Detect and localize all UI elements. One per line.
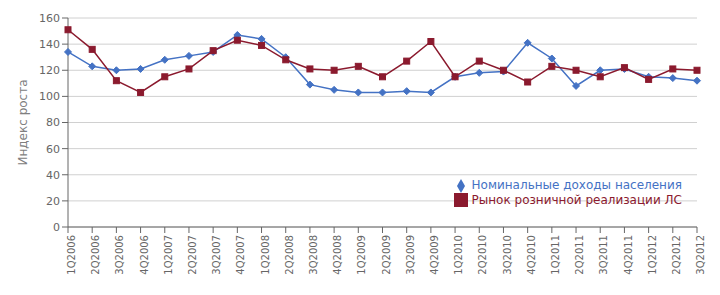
svg-text:3Q2011: 3Q2011 [598,235,609,275]
svg-text:1Q2008: 1Q2008 [260,235,271,275]
svg-text:1Q2007: 1Q2007 [163,235,174,275]
svg-text:120: 120 [39,64,60,77]
svg-text:4Q2007: 4Q2007 [235,235,246,275]
svg-text:80: 80 [46,116,60,129]
svg-text:4Q2011: 4Q2011 [623,235,634,275]
svg-text:40: 40 [46,169,60,182]
svg-text:160: 160 [39,12,60,25]
svg-text:2Q2011: 2Q2011 [574,235,585,275]
svg-text:1Q2010: 1Q2010 [453,235,464,275]
svg-text:1Q2011: 1Q2011 [550,235,561,275]
svg-text:20: 20 [46,195,60,208]
svg-text:60: 60 [46,143,60,156]
svg-text:2Q2009: 2Q2009 [381,235,392,275]
svg-text:100: 100 [39,90,60,103]
svg-text:2Q2010: 2Q2010 [477,235,488,275]
html-text:Номинальные доходы населения: Номинальные доходы населения [471,178,682,192]
svg-text:3Q2009: 3Q2009 [405,235,416,275]
svg-text:3Q2010: 3Q2010 [502,235,513,275]
svg-text:2Q2012: 2Q2012 [671,235,682,275]
svg-text:4Q2008: 4Q2008 [332,235,343,275]
svg-text:2Q2006: 2Q2006 [90,235,101,275]
svg-text:140: 140 [39,38,60,51]
svg-text:3Q2007: 3Q2007 [211,235,222,275]
svg-text:4Q2006: 4Q2006 [139,235,150,275]
svg-text:3Q2012: 3Q2012 [695,235,706,275]
svg-text:1Q2012: 1Q2012 [647,235,658,275]
svg-text:3Q2008: 3Q2008 [308,235,319,275]
svg-text:4Q2009: 4Q2009 [429,235,440,275]
svg-text:0: 0 [53,221,60,234]
svg-text:1Q2009: 1Q2009 [356,235,367,275]
svg-text:2Q2007: 2Q2007 [187,235,198,275]
svg-text:Индекс роста: Индекс роста [16,79,30,165]
svg-text:3Q2006: 3Q2006 [114,235,125,275]
html-text:Рынок розничной реализации ЛС: Рынок розничной реализации ЛС [471,192,682,207]
svg-text:2Q2008: 2Q2008 [284,235,295,275]
svg-text:1Q2006: 1Q2006 [66,235,77,275]
svg-text:4Q2010: 4Q2010 [526,235,537,275]
